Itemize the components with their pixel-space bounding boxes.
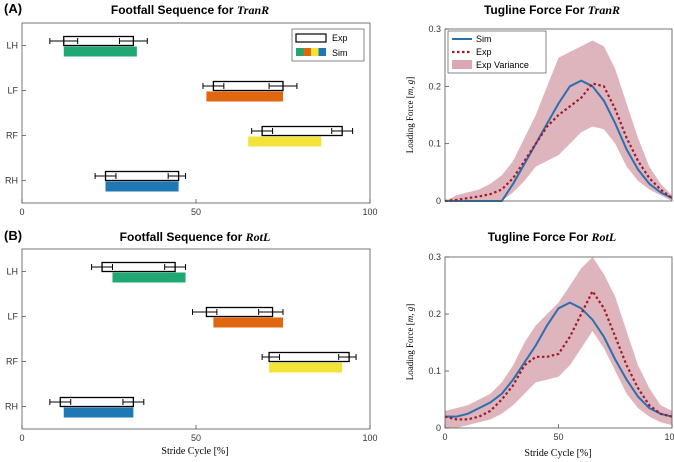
force-b-title: Tugline Force For RotL — [488, 230, 616, 244]
legend-variance-swatch — [452, 60, 472, 69]
limb-label: RH — [5, 176, 18, 186]
y-tick-label: 0.2 — [428, 309, 441, 319]
limb-label: LF — [7, 86, 18, 96]
limb-label: RH — [5, 402, 18, 412]
footfall-b-xlabel: Stride Cycle [%] — [161, 446, 228, 457]
y-tick-label: 0.1 — [428, 139, 441, 149]
x-tick-label: 50 — [553, 432, 563, 442]
force-a-ylabel: Loading Force [m, g] — [405, 77, 415, 153]
x-tick-label: 100 — [362, 433, 377, 443]
legend-sim-swatch — [318, 48, 326, 56]
x-tick-label: 0 — [442, 432, 447, 442]
x-tick-label: 0 — [19, 433, 24, 443]
legend-sim-swatch — [303, 48, 311, 56]
force-chart-a: 0 0.1 0.2 0.3 Sim Exp Exp Variance — [428, 24, 673, 206]
sim-line — [445, 301, 673, 418]
x-tick-label: 100 — [664, 432, 674, 442]
sim-bar — [206, 91, 283, 102]
y-tick-label: 0.1 — [428, 366, 441, 376]
legend-exp-swatch — [295, 33, 327, 43]
limb-label: LH — [6, 267, 18, 277]
exp-variance-band — [445, 257, 672, 428]
exp-bar — [104, 170, 180, 182]
x-tick-label: 100 — [362, 207, 377, 217]
legend-sim-label: Sim — [476, 34, 492, 44]
panel-tag-a: (A) — [4, 1, 22, 16]
y-tick-label: 0.3 — [428, 24, 441, 34]
x-tick-label: 50 — [191, 207, 201, 217]
x-tick-label: 0 — [19, 207, 24, 217]
force-a-title: Tugline Force For TranR — [484, 3, 620, 17]
exp-bar — [101, 261, 176, 273]
y-tick-label: 0.2 — [428, 81, 441, 91]
plot-frame — [444, 28, 673, 202]
limb-label: RF — [6, 131, 18, 141]
footfall-b-title: Footfall Sequence for RotL — [120, 230, 271, 244]
exp-variance-band — [445, 40, 672, 201]
sim-bar — [213, 317, 283, 328]
y-tick-label: 0 — [436, 196, 441, 206]
footfall-chart-b: 0 50 100 LH LF RF RH — [5, 248, 378, 443]
footfall-chart-a: 0 50 100 LH LF RF RH Exp Sim — [5, 22, 378, 217]
force-chart-b: 0 0.1 0.2 0.3 0 50 100 — [428, 252, 674, 442]
sim-bar — [63, 407, 134, 418]
legend-sim-swatch — [296, 48, 304, 56]
y-tick-label: 0.3 — [428, 252, 441, 262]
limb-label: LH — [6, 41, 18, 51]
exp-line — [444, 82, 673, 203]
legend-sim-swatch — [311, 48, 319, 56]
legend-exp-label: Exp — [476, 47, 492, 57]
force-b-xlabel: Stride Cycle [%] — [524, 448, 591, 459]
sim-bar — [269, 362, 343, 373]
sim-bar — [63, 46, 137, 57]
exp-bar — [59, 396, 135, 408]
exp-line — [444, 289, 673, 421]
limb-label: LF — [7, 312, 18, 322]
force-b-ylabel: Loading Force [m, g] — [405, 304, 415, 380]
footfall-a-title: Footfall Sequence for TranR — [111, 3, 269, 17]
sim-bar — [112, 272, 186, 283]
limb-label: RF — [6, 357, 18, 367]
sim-bar — [105, 181, 179, 192]
legend-exp-label: Exp — [332, 33, 348, 43]
exp-bar — [268, 351, 350, 363]
plot-frame — [21, 248, 371, 430]
y-tick-label: 0 — [436, 423, 441, 433]
legend-sim-label: Sim — [332, 48, 348, 58]
sim-bar — [248, 136, 322, 147]
legend-variance-label: Exp Variance — [476, 60, 529, 70]
exp-bar — [261, 125, 343, 137]
x-tick-label: 50 — [191, 433, 201, 443]
panel-tag-b: (B) — [4, 228, 22, 243]
